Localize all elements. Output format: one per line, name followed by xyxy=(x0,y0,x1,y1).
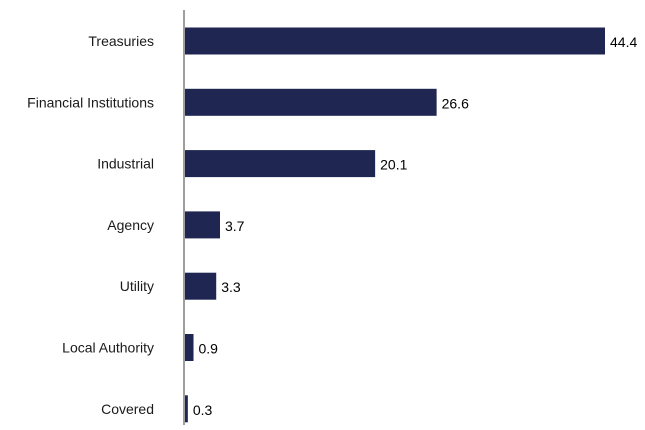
category-label-treasuries: Treasuries xyxy=(88,33,154,49)
category-label-financial-institutions: Financial Institutions xyxy=(27,94,154,110)
category-label-utility: Utility xyxy=(120,278,154,294)
value-label-utility: 3.3 xyxy=(221,279,241,295)
value-label-financial-institutions: 26.6 xyxy=(442,95,469,111)
value-labels-group: 44.4 26.6 20.1 3.7 3.3 0.9 0.3 xyxy=(193,34,638,418)
bar-treasuries xyxy=(185,27,605,55)
bar-financial-institutions xyxy=(185,88,437,116)
value-label-industrial: 20.1 xyxy=(380,157,407,173)
value-label-agency: 3.7 xyxy=(225,218,245,234)
value-label-treasuries: 44.4 xyxy=(610,34,637,50)
bar-local-authority xyxy=(185,334,194,361)
category-label-industrial: Industrial xyxy=(97,156,154,172)
bars-group xyxy=(185,27,605,423)
bar-utility xyxy=(185,272,217,300)
category-label-local-authority: Local Authority xyxy=(62,340,154,356)
value-label-local-authority: 0.9 xyxy=(199,341,219,357)
bar-industrial xyxy=(185,150,376,178)
bar-agency xyxy=(185,211,220,239)
category-labels-group: Treasuries Financial Institutions Industri… xyxy=(27,33,154,417)
value-label-covered: 0.3 xyxy=(193,402,213,418)
bar-covered xyxy=(185,395,188,423)
category-label-agency: Agency xyxy=(107,217,154,233)
category-label-covered: Covered xyxy=(101,401,154,417)
